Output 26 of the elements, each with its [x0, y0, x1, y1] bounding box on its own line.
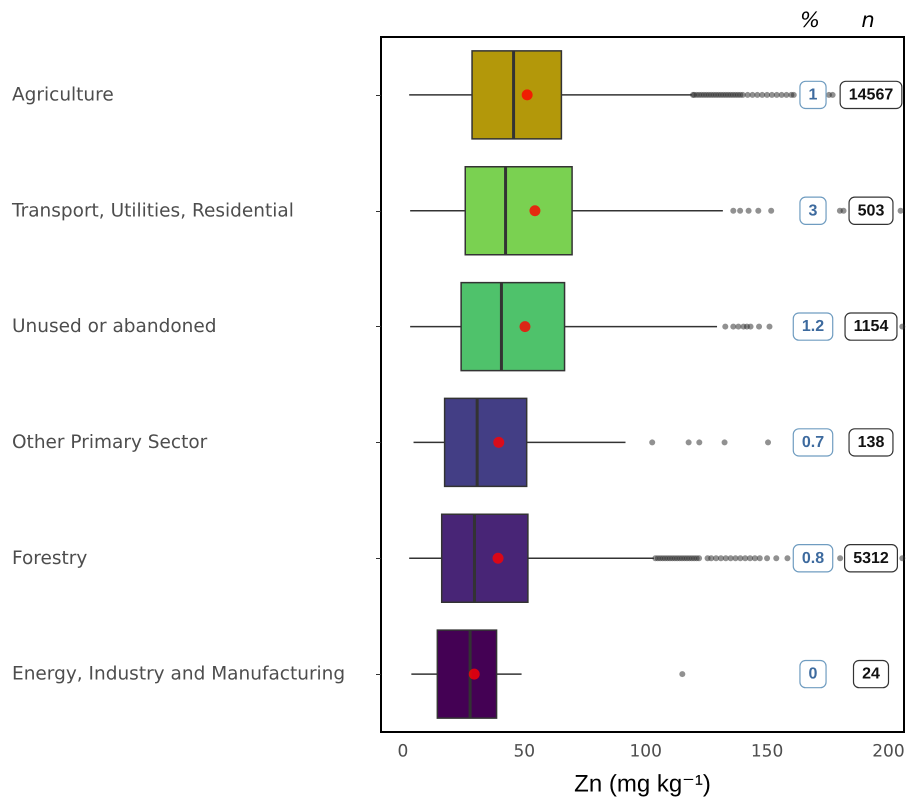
y-tick-label: Other Primary Sector	[12, 432, 208, 453]
annotation: 0.7	[802, 434, 824, 451]
annotation: 1	[808, 86, 818, 104]
y-tick-label: Agriculture	[12, 84, 114, 106]
y-tick-label: Energy, Industry and Manufacturing	[12, 664, 346, 685]
annotation: 1154	[854, 318, 888, 336]
annotation: 3	[808, 202, 818, 220]
y-tick-label: Unused or abandoned	[12, 316, 216, 338]
x-tick-label: 50	[513, 742, 536, 762]
annotation: 1.2	[802, 318, 824, 336]
x-tick-label: 100	[629, 742, 662, 762]
text: n	[861, 8, 875, 32]
annotation: 138	[858, 434, 884, 451]
y-tick-label: Transport, Utilities, Residential	[11, 200, 294, 222]
x-tick-label: 200	[872, 742, 905, 762]
annotation: 5312	[853, 550, 889, 567]
annotation: 0	[808, 666, 818, 683]
annotation: 24	[862, 666, 880, 683]
y-tick-label: Forestry	[12, 548, 88, 569]
x-axis-title: Zn (mg kg⁻¹)	[574, 770, 711, 798]
annotation: 503	[858, 202, 884, 220]
text: %	[800, 8, 820, 32]
x-tick-label: 150	[750, 742, 784, 762]
x-tick-label: 0	[397, 742, 408, 762]
annotation: 14567	[848, 86, 894, 104]
annotation: 0.8	[802, 550, 824, 567]
